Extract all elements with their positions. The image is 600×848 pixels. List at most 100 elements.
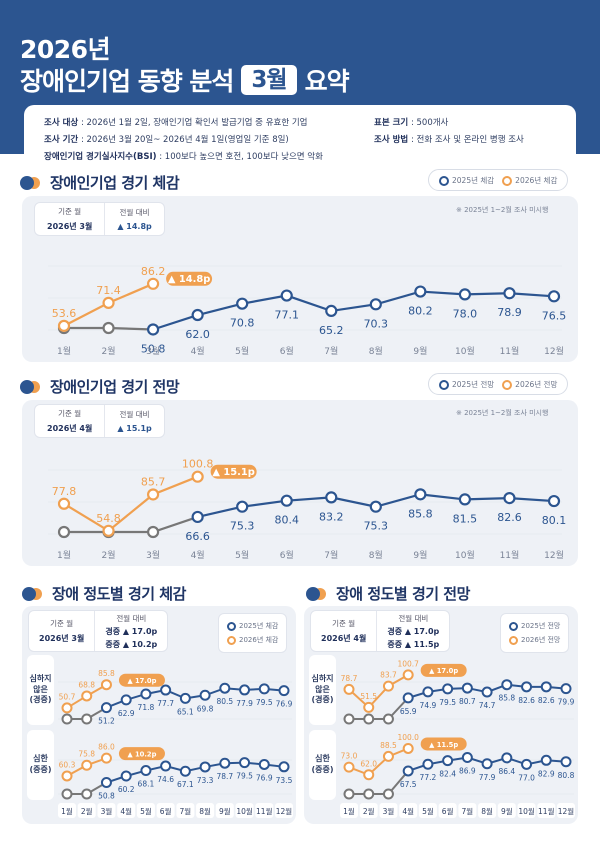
series-2025-label: 83.2 bbox=[319, 510, 344, 523]
period-label: 조사 기간 bbox=[44, 134, 79, 145]
series-2026-label: 62.0 bbox=[360, 759, 377, 768]
x-tick-label: 4월 bbox=[191, 549, 205, 561]
series-2025-label: 50.8 bbox=[98, 792, 115, 801]
x-tick-label: 8월 bbox=[369, 549, 383, 561]
kpi-change-mild: 경증 ▲ 17.0p bbox=[387, 626, 440, 636]
series-2026-point bbox=[81, 690, 93, 702]
series-2025-label: 78.9 bbox=[497, 306, 522, 319]
header-year: 2026년 bbox=[20, 35, 111, 64]
x-tick-bg bbox=[275, 803, 293, 818]
series-2025-label: 80.2 bbox=[408, 305, 433, 318]
x-tick-bg bbox=[58, 803, 76, 818]
title-suffix: 요약 bbox=[304, 67, 350, 96]
placeholder-point bbox=[343, 713, 355, 725]
series-2026-point bbox=[61, 770, 73, 782]
section-title-text: 장애 정도별 경기 전망 bbox=[336, 585, 470, 603]
series-2025-point bbox=[280, 494, 293, 507]
series-2025-point bbox=[325, 491, 338, 504]
section-dots-icon bbox=[20, 379, 42, 394]
delta-badge-text: ▲ 14.8p bbox=[168, 274, 210, 285]
series-2026-point bbox=[343, 683, 355, 695]
series-2025-point bbox=[503, 287, 516, 300]
delta-badge-text: ▲ 10.2p bbox=[127, 751, 156, 759]
series-2026-label: 100.7 bbox=[397, 659, 419, 668]
series-2025-point bbox=[560, 756, 572, 768]
kpi-change-value: ▲ 14.8p bbox=[117, 222, 152, 231]
series-2026-label: 83.7 bbox=[380, 671, 397, 680]
placeholder-point bbox=[343, 788, 355, 800]
series-2025-label: 77.9 bbox=[479, 773, 496, 782]
series-2026-point bbox=[382, 750, 394, 762]
method-label: 조사 방법 bbox=[374, 134, 409, 145]
series-2025-label: 60.2 bbox=[118, 785, 135, 794]
delta-badge bbox=[166, 271, 213, 286]
series-2026-label: 86.0 bbox=[98, 743, 115, 752]
section-title-outlook: 장애인기업 경기 전망 bbox=[20, 376, 180, 397]
series-2026-point bbox=[402, 669, 414, 681]
x-tick-label: 7월 bbox=[180, 806, 192, 816]
series-2025-point bbox=[402, 692, 414, 704]
placeholder-point bbox=[382, 788, 394, 800]
placeholder-point bbox=[81, 788, 93, 800]
series-2026-label: 100.8 bbox=[182, 458, 214, 471]
series-2025-point bbox=[120, 770, 132, 782]
series-2025-label: 80.1 bbox=[542, 514, 567, 527]
series-2026-point bbox=[102, 524, 115, 537]
series-2025-label: 74.6 bbox=[157, 775, 174, 784]
placeholder-line bbox=[349, 770, 409, 795]
x-tick-label: 11월 bbox=[500, 549, 520, 561]
x-tick-label: 11월 bbox=[500, 345, 520, 357]
x-tick-bg bbox=[557, 803, 575, 818]
ring-orange-icon bbox=[227, 635, 236, 645]
x-tick-label: 8월 bbox=[369, 345, 383, 357]
x-tick-bg bbox=[196, 803, 215, 818]
section-title-text: 장애 정도별 경기 체감 bbox=[52, 585, 186, 603]
ring-navy-icon bbox=[227, 621, 236, 631]
series-2025-label: 82.6 bbox=[497, 511, 522, 524]
x-tick-label: 3월 bbox=[101, 806, 113, 816]
legend-sentiment: 2025년 체감 2026년 체감 bbox=[428, 169, 569, 191]
series-2025-label: 76.9 bbox=[256, 773, 273, 782]
kpi-change-severe: 중증 ▲ 11.5p bbox=[387, 639, 440, 649]
x-tick-label: 1월 bbox=[57, 549, 71, 561]
x-tick-bg bbox=[340, 803, 358, 818]
series-2025-point bbox=[191, 308, 204, 322]
series-2025-label: 71.8 bbox=[138, 703, 155, 712]
series-2026-line bbox=[63, 475, 199, 533]
series-2026-point bbox=[102, 296, 115, 310]
legend-severity-outlook: 2025년 전망 2026년 전망 bbox=[500, 613, 570, 653]
series-2025-point bbox=[369, 298, 382, 311]
legend-2025: 2025년 체감 bbox=[227, 619, 278, 633]
x-tick-label: 5월 bbox=[140, 806, 152, 816]
x-tick-bg bbox=[497, 803, 516, 818]
series-2025-point bbox=[501, 752, 513, 764]
x-tick-label: 3월 bbox=[146, 549, 160, 561]
delta-badge bbox=[118, 747, 165, 761]
kpi-base-label: 기준 월 bbox=[58, 409, 82, 418]
placeholder-point bbox=[81, 713, 93, 725]
x-tick-bg bbox=[458, 803, 477, 818]
series-2025-point bbox=[199, 689, 211, 701]
series-2025-point bbox=[414, 488, 427, 501]
x-tick-label: 10월 bbox=[518, 806, 535, 816]
series-2025-point bbox=[236, 500, 249, 513]
series-2025-point bbox=[160, 684, 172, 696]
series-2025-label: 76.5 bbox=[542, 309, 567, 322]
x-tick-label: 11월 bbox=[538, 806, 555, 816]
series-2025-point bbox=[540, 681, 552, 693]
series-2025-label: 68.1 bbox=[138, 780, 155, 789]
kpi-base-value: 2026년 4월 bbox=[47, 424, 93, 433]
series-2025-label: 65.1 bbox=[177, 707, 194, 716]
x-tick-label: 1월 bbox=[343, 806, 355, 816]
ring-orange-icon bbox=[509, 635, 518, 645]
series-2025-point bbox=[258, 683, 270, 695]
delta-badge-text: ▲ 17.0p bbox=[429, 667, 458, 675]
delta-badge bbox=[420, 737, 467, 751]
series-2025-label: 80.8 bbox=[558, 771, 575, 780]
x-tick-label: 2월 bbox=[81, 806, 93, 816]
series-2025-label: 66.6 bbox=[185, 530, 210, 543]
x-tick-label: 7월 bbox=[324, 549, 338, 561]
x-tick-label: 5월 bbox=[235, 549, 249, 561]
line-chart-sentiment: 50.8 62.0 70.8 77.1 65.2 70.3 80.2 78.0 78.9 76.5… bbox=[48, 265, 567, 357]
series-2025-label: 69.8 bbox=[197, 704, 214, 713]
